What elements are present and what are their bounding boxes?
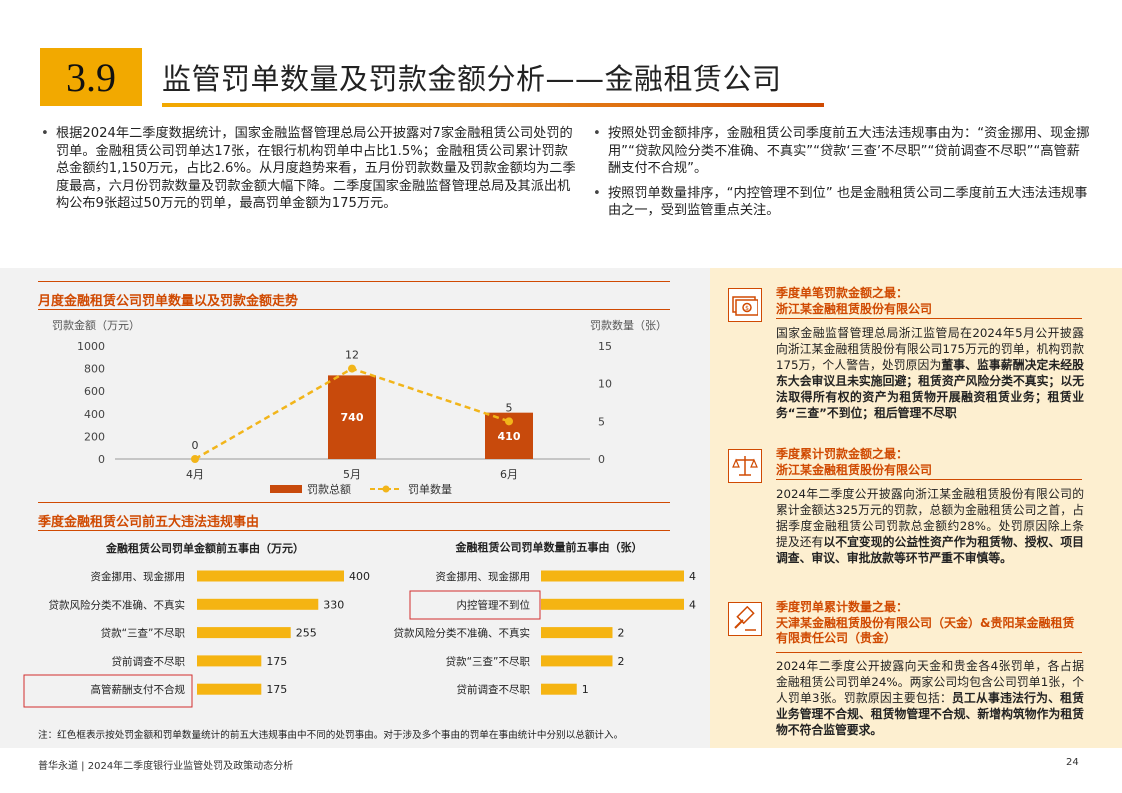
bar-data-label: 175 — [266, 655, 287, 668]
bar-data-label: 410 — [498, 430, 521, 443]
title-underline — [162, 103, 824, 107]
chart-title: 金融租赁公司罚单金额前五事由（万元） — [105, 541, 304, 555]
chart-title: 金融租赁公司罚单数量前五事由（张） — [455, 540, 643, 554]
line-data-label: 12 — [345, 349, 359, 362]
x-tick-label: 4月 — [186, 468, 204, 481]
category-label: 资金挪用、现金挪用 — [91, 570, 186, 583]
line-point — [191, 455, 199, 463]
y-tick-label: 800 — [84, 363, 105, 376]
bar — [541, 570, 684, 582]
legend-label: 罚单数量 — [408, 483, 452, 496]
scales-icon — [728, 449, 762, 483]
y2-tick-label: 15 — [598, 340, 612, 353]
svg-text:$: $ — [745, 305, 749, 312]
card-body: 2024年二季度公开披露向天金和贵金各4张罚单，各占据金融租赁公司罚单24%。两… — [776, 659, 1084, 737]
legend-marker — [382, 485, 390, 493]
bar-data-label: 4 — [689, 570, 696, 583]
monthly-trend-chart: 罚款金额（万元） 罚款数量（张） 1000 800 600 400 200 0 15 10 5… — [52, 318, 667, 496]
bar-data-label: 400 — [349, 570, 370, 583]
card-rule — [776, 318, 1082, 319]
trend-section-title: 月度金融租赁公司罚单数量以及罚款金额走势 — [38, 294, 299, 309]
gavel-icon — [728, 602, 762, 636]
bar-data-label: 2 — [618, 655, 625, 668]
summary-bullets-right: 按照处罚金额排序，金融租赁公司季度前五大违法违规事由为：“资金挪用、现金挪用”“… — [590, 125, 1090, 227]
bar-data-label: 330 — [323, 598, 344, 611]
bar — [541, 683, 577, 695]
section-rule — [38, 281, 670, 282]
section-rule — [38, 530, 670, 531]
page-number: 24 — [1066, 757, 1079, 768]
card-body: 国家金融监督管理总局浙江监管局在2024年5月公开披露向浙江某金融租赁股份有限公… — [776, 326, 1084, 420]
highlight-box — [23, 674, 193, 708]
category-label: 高管薪酬支付不合规 — [91, 683, 186, 696]
y-tick-label: 600 — [84, 385, 105, 398]
summary-bullets-left: 根据2024年二季度数据统计，国家金融监督管理总局公开披露对7家金融租赁公司处罚… — [38, 125, 578, 220]
line-data-label: 0 — [192, 439, 199, 452]
category-label: 贷款“三查”不尽职 — [446, 655, 531, 668]
y-tick-label: 400 — [84, 408, 105, 421]
reasons-section-title: 季度金融租赁公司前五大违法违规事由 — [38, 515, 260, 530]
chart-legend: 罚款总额 罚单数量 — [270, 482, 452, 496]
bar — [541, 598, 684, 610]
bar-data-label: 740 — [341, 411, 364, 424]
bar — [541, 655, 613, 667]
category-label: 贷前调查不尽职 — [457, 683, 531, 696]
bar-data-label: 2 — [618, 627, 625, 640]
bullet-item: 按照罚单数量排序，“内控管理不到位” 也是金融租赁公司二季度前五大违法违规事由之… — [590, 185, 1090, 220]
legend-swatch-bar — [270, 485, 302, 493]
bullet-item: 按照处罚金额排序，金融租赁公司季度前五大违法违规事由为：“资金挪用、现金挪用”“… — [590, 125, 1090, 178]
card-body: 2024年二季度公开披露向浙江某金融租赁股份有限公司的累计金额达325万元的罚款… — [776, 487, 1084, 565]
category-label: 资金挪用、现金挪用 — [436, 570, 531, 583]
bar-data-label: 255 — [296, 627, 317, 640]
bullet-item: 根据2024年二季度数据统计，国家金融监督管理总局公开披露对7家金融租赁公司处罚… — [38, 125, 578, 213]
x-tick-label: 6月 — [500, 468, 518, 481]
bar-data-label: 1 — [582, 683, 589, 696]
y-tick-label: 200 — [84, 430, 105, 443]
bar — [197, 683, 262, 695]
bar — [541, 627, 613, 639]
bar — [197, 570, 344, 582]
footer-text: 普华永道 | 2024年二季度银行业监管处罚及政策动态分析 — [38, 761, 294, 772]
y-axis-label: 罚款金额（万元） — [52, 318, 140, 332]
bar-data-label: 175 — [266, 683, 287, 696]
line-point — [505, 417, 513, 426]
card-title: 季度累计罚款金额之最： 浙江某金融租赁股份有限公司 — [776, 447, 933, 477]
bar — [197, 598, 319, 610]
category-label: 贷款风险分类不准确、不真实 — [49, 598, 186, 611]
category-label: 贷前调查不尽职 — [112, 655, 186, 668]
money-icon: $ — [728, 288, 762, 322]
line-point — [348, 364, 356, 373]
bar — [197, 627, 291, 639]
section-rule — [38, 502, 670, 503]
card-rule — [776, 652, 1082, 653]
y2-tick-label: 10 — [598, 378, 612, 391]
y-tick-label: 0 — [98, 453, 105, 466]
y2-axis-label: 罚款数量（张） — [590, 318, 667, 332]
page-title: 监管罚单数量及罚款金额分析——金融租赁公司 — [162, 62, 782, 96]
bar-data-label: 4 — [689, 598, 696, 611]
highlight-box — [409, 590, 541, 620]
y2-tick-label: 0 — [598, 453, 605, 466]
y2-tick-label: 5 — [598, 415, 605, 428]
card-title: 季度单笔罚款金额之最： 浙江某金融租赁股份有限公司 — [776, 286, 933, 316]
category-label: 贷款“三查”不尽职 — [101, 627, 186, 640]
cases-background — [710, 268, 1122, 748]
top5-count-chart: 金融租赁公司罚单数量前五事由（张） 资金挪用、现金挪用 4 内控管理不到位 4 贷款风险… — [394, 540, 697, 696]
section-rule — [38, 309, 670, 310]
line-data-label: 5 — [506, 401, 513, 414]
card-title: 季度罚单累计数量之最： 天津某金融租赁股份有限公司（天金）&贵阳某金融租赁有限责… — [776, 600, 1075, 645]
x-tick-label: 5月 — [343, 468, 361, 481]
y-tick-label: 1000 — [77, 340, 105, 353]
category-label: 内控管理不到位 — [457, 598, 531, 611]
bar — [197, 655, 262, 667]
bar-fine-amount — [328, 375, 376, 459]
chart-footnote: 注：红色框表示按处罚金额和罚单数量统计的前五大违规事由中不同的处罚事由。对于涉及… — [38, 730, 624, 741]
section-number: 3.9 — [40, 48, 142, 106]
charts-background — [0, 268, 710, 748]
top5-amount-chart: 金融租赁公司罚单金额前五事由（万元） 资金挪用、现金挪用 400 贷款风险分类不准确… — [23, 541, 370, 708]
legend-label: 罚款总额 — [307, 482, 351, 496]
category-label: 贷款风险分类不准确、不真实 — [394, 627, 531, 640]
card-rule — [776, 479, 1082, 480]
